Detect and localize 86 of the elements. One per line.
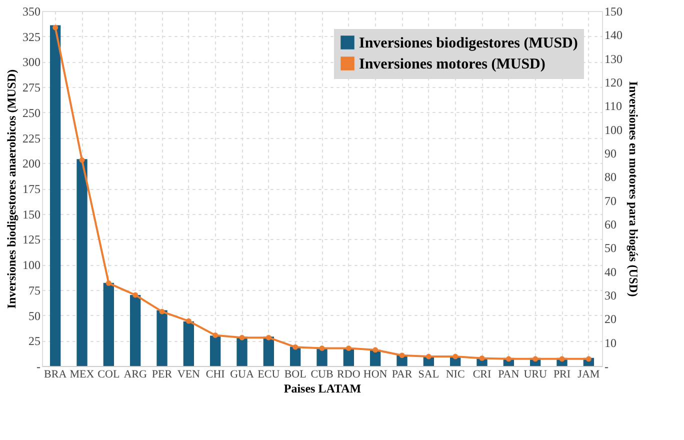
point — [132, 292, 138, 298]
x-tick-label: GUA — [230, 368, 254, 380]
x-tick-label: CHI — [206, 368, 226, 380]
point — [239, 334, 245, 340]
y2-tick-label: 10 — [604, 336, 616, 350]
point — [266, 334, 272, 340]
y-tick-label: 125 — [22, 232, 40, 247]
y2-tick-label: 150 — [604, 4, 622, 18]
point — [452, 354, 458, 360]
y2-tick-label: 40 — [604, 264, 616, 279]
y2-tick-label: 90 — [604, 146, 616, 160]
y-tick-label: - — [36, 360, 40, 374]
point — [292, 344, 298, 350]
x-tick-label: JAM — [578, 368, 600, 380]
y2-tick-label: 70 — [604, 194, 616, 208]
legend-label: Inversiones motores (MUSD) — [359, 56, 546, 72]
legend-label: Inversiones biodigestores (MUSD) — [359, 36, 578, 52]
point — [106, 280, 112, 286]
x-tick-label: NIC — [446, 368, 465, 380]
x-tick-label: PRI — [553, 368, 571, 380]
bar — [76, 159, 88, 366]
bar — [263, 336, 274, 366]
y-tick-label: 200 — [22, 156, 40, 171]
y-tick-label: 275 — [22, 80, 40, 95]
y-tick-label: 100 — [22, 258, 40, 272]
y-tick-label: 50 — [28, 308, 40, 323]
y2-axis-title: Inversiones en motores para biogás (USD) — [626, 81, 640, 297]
bar — [343, 348, 354, 366]
point — [212, 332, 218, 338]
y-tick-label: 25 — [28, 334, 40, 348]
y2-tick-label: 50 — [604, 241, 616, 256]
x-tick-label: ECU — [258, 368, 280, 380]
x-tick-label: HON — [363, 368, 388, 380]
x-tick-label: VEN — [177, 368, 200, 380]
point — [399, 352, 405, 358]
point — [79, 157, 85, 163]
point — [479, 355, 485, 361]
bar — [50, 25, 61, 366]
point — [52, 24, 58, 30]
y-tick-label: 175 — [22, 182, 40, 196]
y-tick-label: 250 — [22, 106, 40, 120]
point — [186, 318, 192, 324]
y-tick-label: 150 — [22, 207, 40, 222]
x-tick-label: URU — [524, 368, 547, 380]
x-tick-label: PAN — [498, 368, 520, 380]
y-tick-label: 225 — [22, 131, 40, 146]
y2-tick-label: 120 — [604, 76, 622, 90]
point — [372, 347, 378, 353]
bar — [130, 295, 141, 366]
x-tick-label: ARG — [124, 368, 147, 380]
y2-tick-label: 30 — [604, 288, 616, 302]
y-tick-label: 300 — [22, 55, 40, 70]
x-tick-label: COL — [98, 368, 120, 380]
y2-tick-label: - — [604, 360, 608, 374]
bar — [210, 336, 221, 366]
bar — [183, 321, 194, 366]
point — [159, 308, 165, 314]
x-tick-label: SAL — [418, 368, 440, 380]
y2-tick-label: 110 — [604, 99, 622, 114]
x-tick-label: RDO — [337, 368, 360, 380]
y-tick-label: 350 — [22, 4, 40, 18]
bar — [156, 310, 168, 366]
point — [319, 346, 325, 351]
y2-tick-label: 60 — [604, 218, 616, 232]
y2-tick-label: 130 — [604, 52, 622, 66]
y2-tick-label: 80 — [604, 170, 616, 184]
bar — [236, 336, 248, 366]
y-axis-title: Inversiones biodigestores anaerobicos (MUSD) — [4, 69, 18, 309]
y2-tick-label: 100 — [604, 122, 622, 137]
point — [346, 346, 352, 351]
x-tick-label: BOL — [284, 368, 307, 380]
x-tick-label: PAR — [392, 368, 413, 380]
bar — [290, 346, 301, 366]
bar — [316, 348, 328, 366]
x-tick-label: BRA — [44, 368, 67, 380]
point — [426, 354, 432, 360]
x-tick-label: MEX — [70, 368, 94, 380]
y-tick-label: 75 — [28, 283, 40, 298]
x-tick-label: CRI — [472, 368, 492, 380]
y-tick-label: 325 — [22, 30, 40, 44]
x-tick-label: PER — [152, 368, 173, 380]
bar — [103, 282, 114, 366]
x-tick-label: CUB — [310, 368, 334, 380]
y2-tick-label: 20 — [604, 312, 616, 326]
y2-tick-label: 140 — [604, 28, 622, 42]
x-axis-title: Paises LATAM — [284, 382, 362, 396]
